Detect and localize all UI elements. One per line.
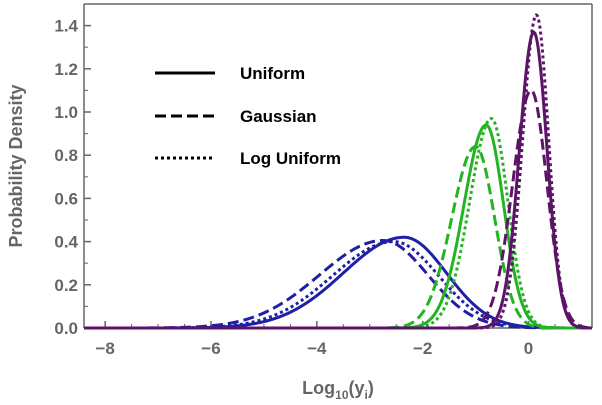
- legend-label-gaussian: Gaussian: [240, 107, 317, 126]
- series-layer: [83, 13, 593, 330]
- series-green-dashed: [83, 145, 593, 330]
- x-tick-label: −6: [201, 339, 220, 358]
- x-axis-label: Log10(yi): [302, 378, 374, 402]
- y-tick-label: 0.0: [54, 319, 78, 338]
- x-axis-label-close: ): [368, 378, 374, 398]
- y-axis-ticks: 0.0 0.2 0.4 0.6 0.8 1.0 1.2 1.4: [54, 3, 91, 338]
- y-tick-label: 0.4: [54, 233, 78, 252]
- y-tick-label: 1.4: [54, 17, 78, 36]
- legend-label-log-uniform: Log Uniform: [240, 149, 341, 168]
- x-axis-label-var-sub: i: [365, 388, 368, 402]
- x-tick-label: 0: [524, 339, 533, 358]
- y-tick-label: 0.8: [54, 146, 78, 165]
- y-tick-label: 1.0: [54, 103, 78, 122]
- x-tick-label: −8: [95, 339, 114, 358]
- y-tick-label: 0.6: [54, 189, 78, 208]
- x-axis-label-main: Log: [302, 378, 335, 398]
- y-axis-label: Probability Density: [6, 84, 26, 247]
- x-axis-label-arg: (y: [349, 378, 365, 398]
- x-tick-label: −2: [413, 339, 432, 358]
- legend: Uniform Gaussian Log Uniform: [155, 64, 341, 168]
- y-tick-label: 1.2: [54, 60, 78, 79]
- x-axis-label-base: 10: [335, 388, 349, 402]
- y-tick-label: 0.2: [54, 276, 78, 295]
- legend-label-uniform: Uniform: [240, 64, 305, 83]
- series-purple-dotted: [83, 13, 593, 330]
- x-tick-label: −4: [307, 339, 327, 358]
